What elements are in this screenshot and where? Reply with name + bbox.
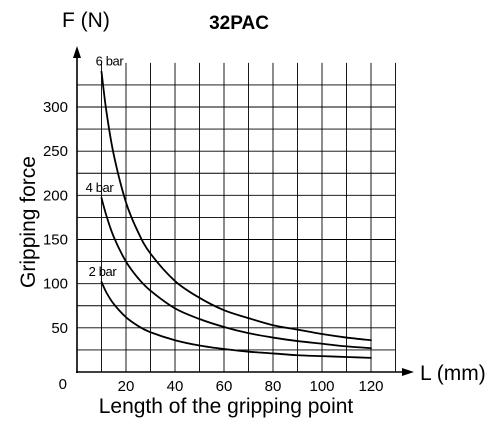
- series-label-4-bar: 4 bar: [86, 180, 115, 195]
- axes: [73, 46, 414, 376]
- series-label-2-bar: 2 bar: [89, 264, 118, 279]
- y-axis-arrow: [73, 46, 81, 58]
- y-tick-label-300: 300: [43, 99, 68, 116]
- x-tick-labels: 20 40 60 80 100 120: [118, 378, 384, 395]
- x-tick-label-20: 20: [118, 378, 135, 395]
- chart-title: 32PAC: [209, 13, 269, 34]
- y-tick-label-100: 100: [43, 276, 68, 293]
- x-tick-label-120: 120: [358, 378, 383, 395]
- series-line-4-bar: [100, 197, 372, 350]
- y-unit-label: F (N): [62, 9, 110, 32]
- y-tick-label-50: 50: [51, 320, 68, 337]
- y-axis-label: Gripping force: [17, 156, 40, 288]
- series-labels: 6 bar 4 bar 2 bar: [86, 54, 125, 279]
- y-tick-label-150: 150: [43, 232, 68, 249]
- x-tick-label-60: 60: [216, 378, 233, 395]
- series-line-2-bar: [100, 281, 372, 359]
- x-tick-label-40: 40: [167, 378, 184, 395]
- y-tick-labels: 50 100 150 200 250 300: [43, 99, 68, 337]
- x-tick-label-80: 80: [265, 378, 282, 395]
- x-unit-label: L (mm): [420, 362, 486, 385]
- x-axis-label: Length of the gripping point: [99, 395, 354, 418]
- x-tick-label-100: 100: [309, 378, 334, 395]
- series-label-6-bar: 6 bar: [96, 54, 125, 69]
- x-axis-arrow: [402, 368, 414, 376]
- y-tick-label-250: 250: [43, 143, 68, 160]
- series-line-6-bar: [100, 70, 372, 342]
- series-curves: [100, 70, 372, 359]
- origin-label: 0: [59, 376, 67, 393]
- y-tick-label-200: 200: [43, 187, 68, 204]
- grid: [77, 62, 396, 372]
